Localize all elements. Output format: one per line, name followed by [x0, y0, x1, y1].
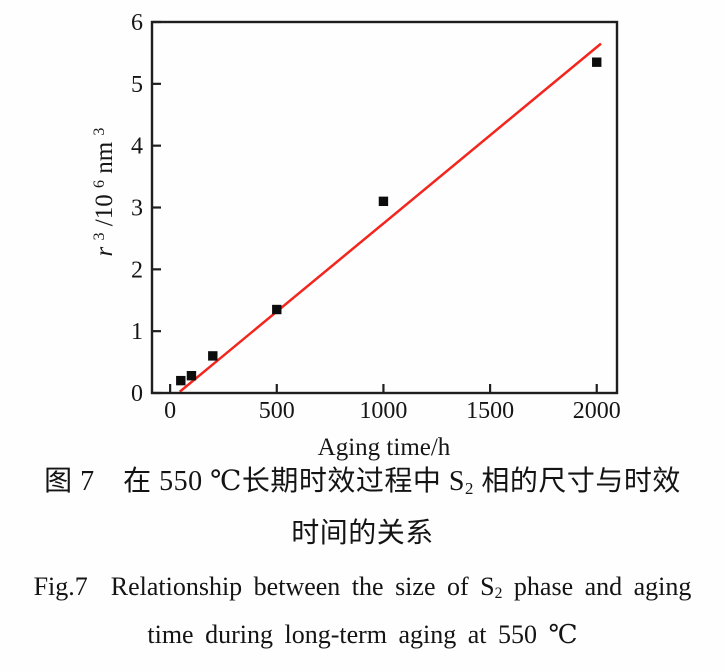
caption-zh-line2: 时间的关系	[291, 518, 434, 549]
y-tick-label: 3	[131, 196, 143, 222]
caption-en-line1-pre: Fig.7 Relationship between the size of S	[33, 572, 495, 601]
caption-en-line1: Fig.7 Relationship between the size of S…	[0, 571, 725, 604]
y-axis-label: r 3 /10 6 nm 3	[83, 128, 118, 257]
y-label-sup3b: 3	[91, 128, 108, 136]
y-tick-label: 1	[131, 319, 143, 345]
fit-line	[178, 42, 602, 393]
y-tick-label: 5	[131, 72, 143, 98]
data-point	[176, 375, 186, 386]
y-tick-label: 4	[131, 134, 143, 160]
y-tick-label: 6	[131, 10, 143, 36]
caption-en-line1-post: phase and aging	[502, 572, 692, 601]
data-point	[592, 57, 602, 67]
y-tick-label: 0	[131, 381, 143, 407]
y-label-sup3a: 3	[91, 232, 108, 240]
data-point	[378, 196, 389, 207]
y-label-r: r	[91, 246, 118, 256]
caption-zh-line1: 图 7 在 550 ℃长期时效过程中 S2 相的尺寸与时效	[0, 464, 725, 499]
y-label-slash10: /10	[91, 194, 118, 226]
scatter-chart: Aging time/h r 3 /10 6 nm 3 0 500 1000 1500…	[83, 10, 621, 461]
caption-en-line2: time during long-term aging at 550 ℃	[147, 620, 578, 649]
y-tick-label: 2	[131, 257, 143, 283]
data-point	[208, 351, 218, 361]
x-tick-label: 2000	[573, 398, 621, 424]
x-tick-label: 500	[259, 398, 295, 424]
x-tick-label: 0	[164, 398, 176, 424]
chart-area: Aging time/h r 3 /10 6 nm 3 0 500 1000 1500…	[83, 10, 621, 461]
x-tick-label: 1500	[466, 398, 514, 424]
y-label-sup6: 6	[91, 180, 108, 188]
data-point	[186, 370, 197, 381]
caption-zh-line1-pre: 图 7 在 550 ℃长期时效过程中 S	[44, 466, 465, 497]
caption-zh-line1-post: 相的尺寸与时效	[473, 466, 681, 497]
x-tick-label: 1000	[359, 398, 407, 424]
y-label-nm: nm	[91, 141, 118, 174]
caption-zh-subscript: 2	[465, 478, 474, 498]
caption-en-subscript: 2	[494, 585, 503, 603]
plot-frame	[150, 20, 619, 395]
x-axis-label: Aging time/h	[318, 434, 451, 461]
data-point	[272, 304, 282, 315]
